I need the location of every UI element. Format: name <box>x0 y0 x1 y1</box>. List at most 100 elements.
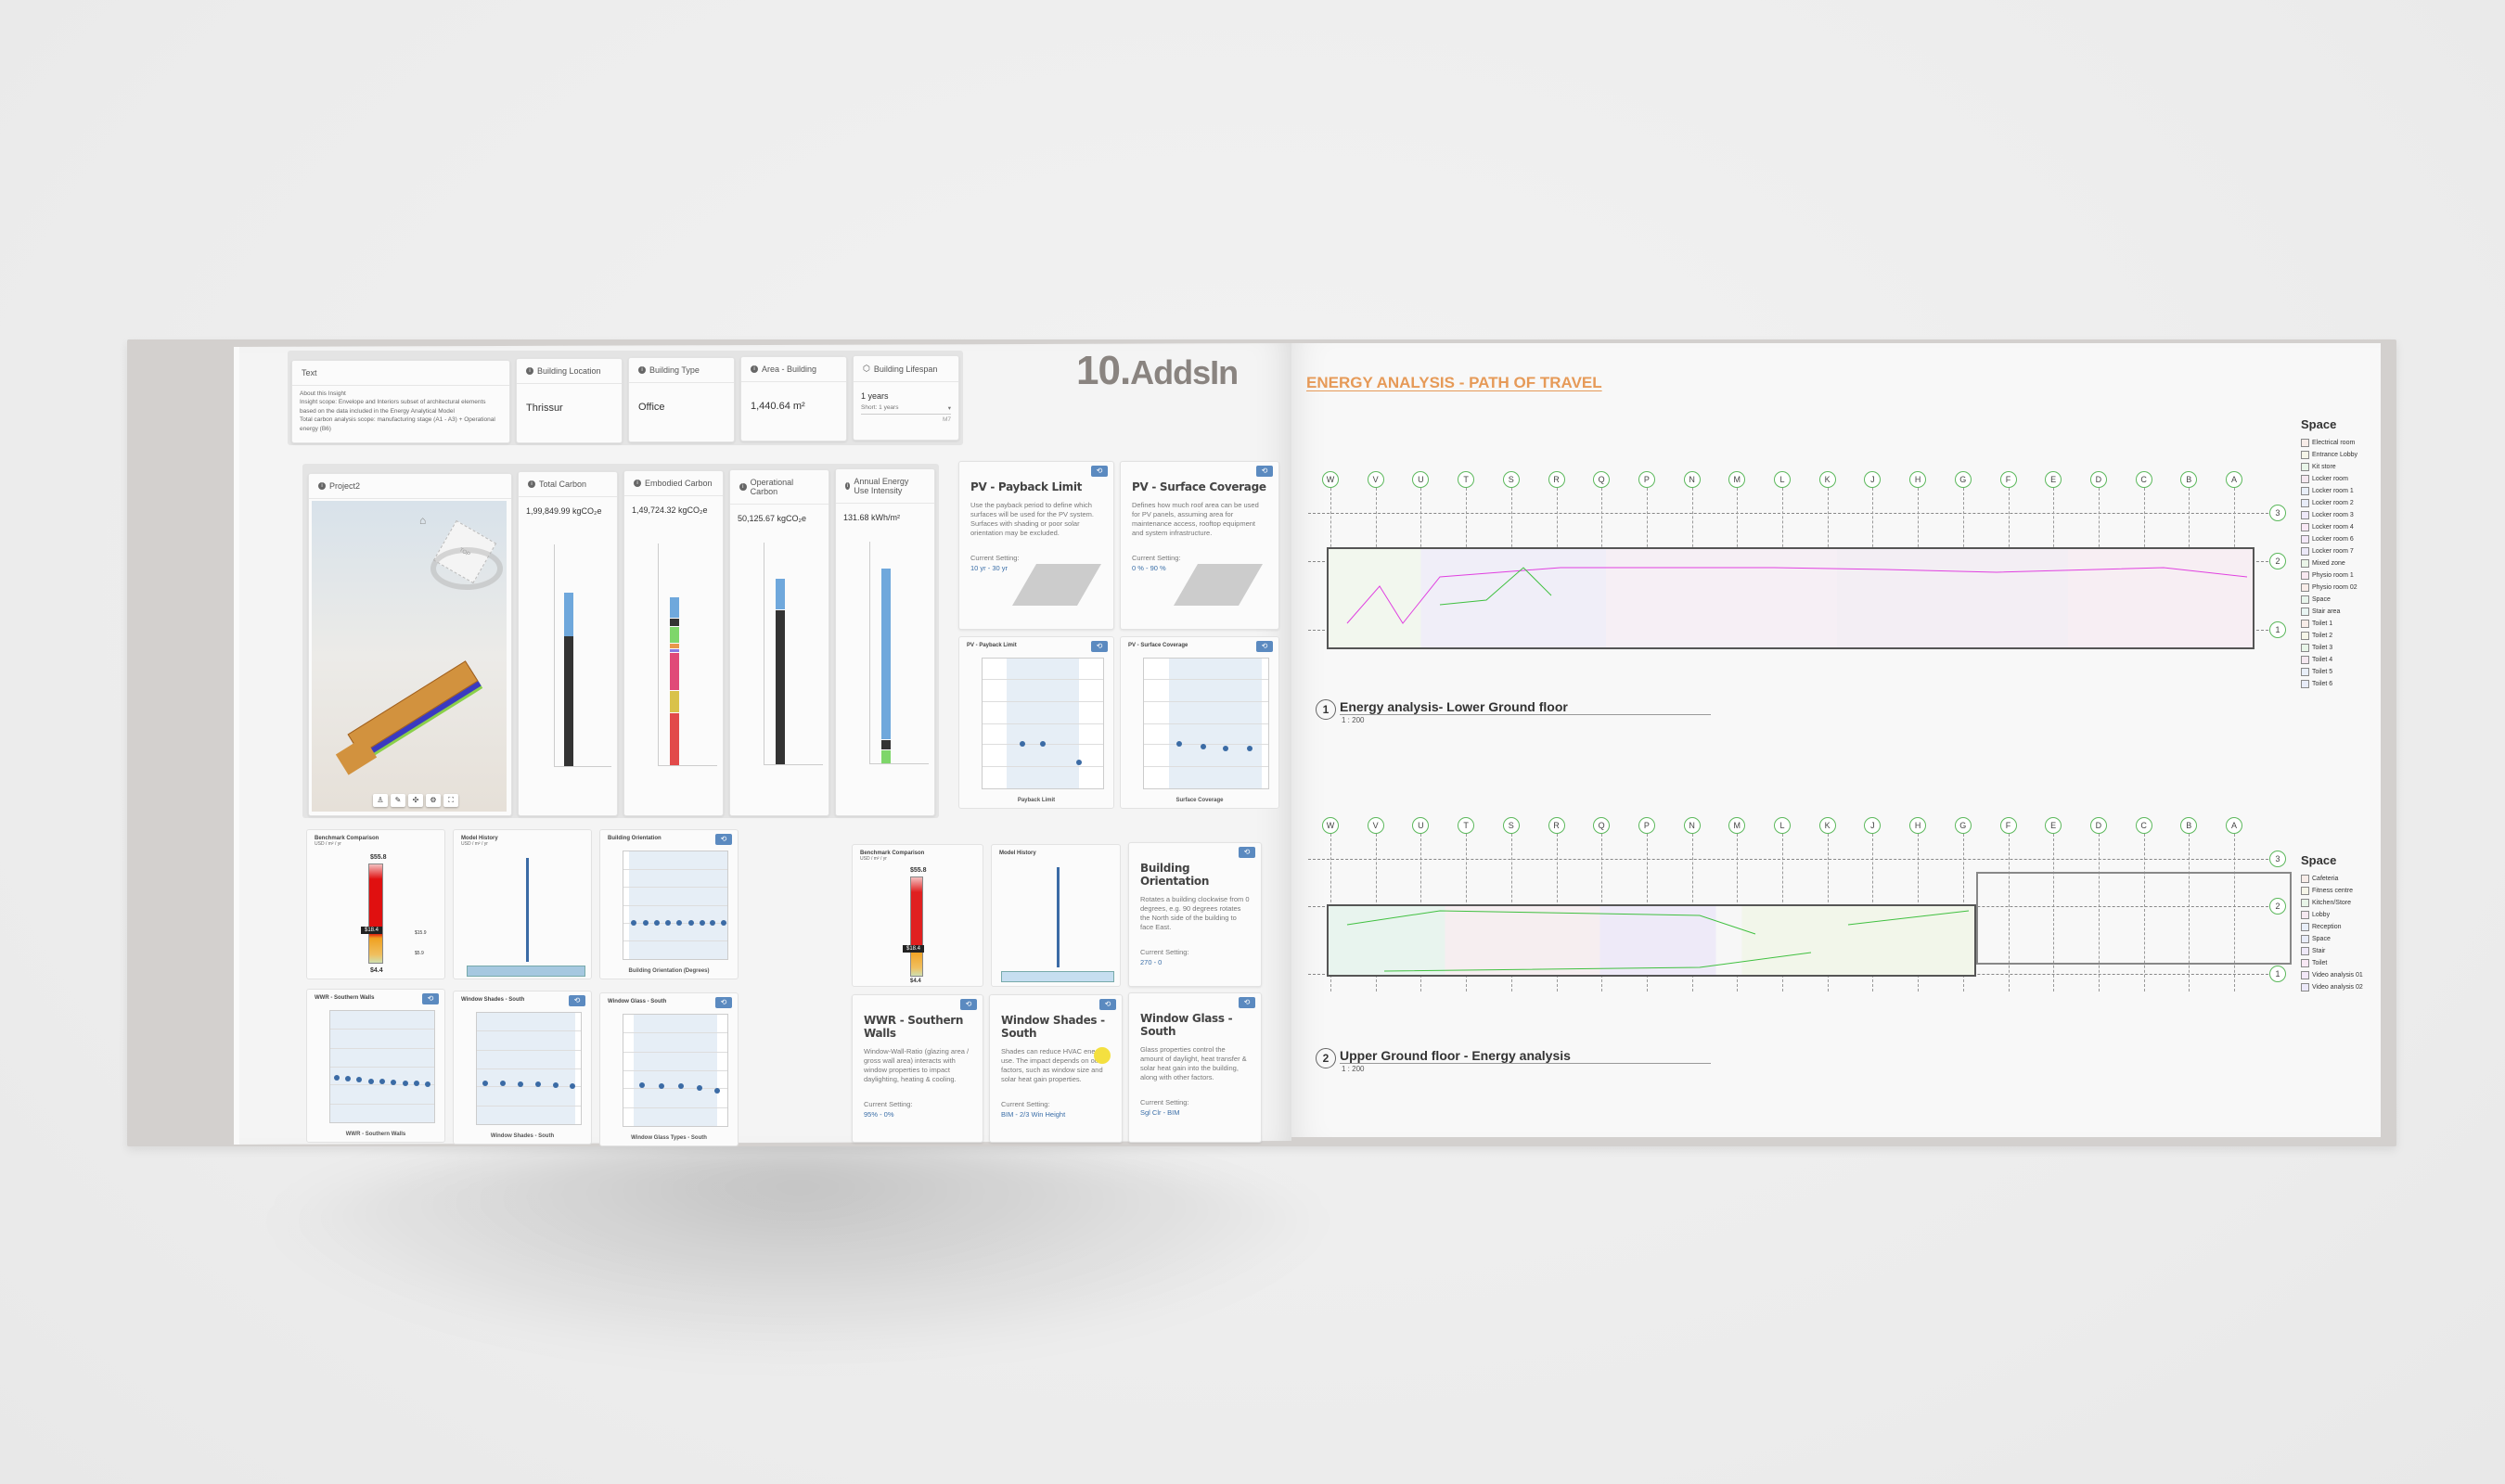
legend-swatch <box>2301 668 2309 676</box>
3d-viewer[interactable]: ⌂ TOP ♙ ✎ ✣ ⚙ ⛶ <box>312 501 507 812</box>
legend-item: Lobby <box>2301 909 2363 921</box>
legend-swatch <box>2301 487 2309 495</box>
rotate-card-icon[interactable]: ⟲ <box>1239 847 1255 858</box>
column-bubble: J <box>1864 817 1882 834</box>
legend-label: Toilet 1 <box>2312 620 2333 627</box>
column-bubble: E <box>2045 817 2062 834</box>
column-bubble: G <box>1954 817 1972 834</box>
history-range-slider[interactable] <box>1001 971 1114 982</box>
bar-segment[interactable] <box>564 593 573 636</box>
grid-line <box>2234 834 2235 991</box>
history-range-slider[interactable] <box>467 966 585 977</box>
lifespan-select[interactable]: Short: 1 years ▾ <box>861 403 951 415</box>
legend-label: Video analysis 02 <box>2312 984 2363 991</box>
chevron-down-icon: ▾ <box>947 405 951 412</box>
legend-label: Fitness centre <box>2312 888 2353 894</box>
legend-item: Stair area <box>2301 606 2357 618</box>
column-bubble: A <box>2226 817 2242 834</box>
total-carbon-chart <box>554 544 611 767</box>
wwr-lever-card[interactable]: ⟲ WWR - Southern Walls Window-Wall-Ratio… <box>852 994 983 1143</box>
grid-line <box>2143 834 2145 991</box>
measure-icon[interactable]: ✎ <box>391 794 405 807</box>
legend-label: Toilet 2 <box>2312 633 2333 639</box>
benchmark-card-2: Benchmark Comparison USD / m² / yr $55.8… <box>852 844 983 987</box>
plan1-caption: 1 Energy analysis- Lower Ground floor 1 … <box>1316 699 1711 724</box>
info-icon: i <box>845 482 851 490</box>
legend-item: Stair <box>2301 945 2363 957</box>
rotate-card-icon[interactable]: ⟲ <box>1091 466 1108 477</box>
legend-item: Toilet 6 <box>2301 678 2357 690</box>
legend-swatch <box>2301 451 2309 459</box>
rotate-card-icon[interactable]: ⟲ <box>1256 466 1273 477</box>
legend-item: Physio room 1 <box>2301 569 2357 582</box>
column-bubble: T <box>1458 471 1475 488</box>
explode-icon[interactable]: ✣ <box>408 794 423 807</box>
rotate-card-icon[interactable]: ⟲ <box>422 993 439 1004</box>
rotate-card-icon[interactable]: ⟲ <box>715 834 732 845</box>
pv-payback-lever-card[interactable]: ⟲ PV - Payback Limit Use the payback per… <box>958 461 1114 630</box>
rotate-card-icon[interactable]: ⟲ <box>1256 641 1273 652</box>
rotate-card-icon[interactable]: ⟲ <box>569 995 585 1006</box>
rotate-card-icon[interactable]: ⟲ <box>1091 641 1108 652</box>
text-card: Text About this Insight Insight scope: E… <box>291 360 510 443</box>
window-glass-lever-card[interactable]: ⟲ Window Glass - South Glass properties … <box>1128 992 1262 1143</box>
column-bubble: U <box>1412 471 1430 488</box>
lifespan-code: M7 <box>942 416 951 423</box>
grid-line <box>2189 834 2190 991</box>
legend-item: Cafeteria <box>2301 873 2363 885</box>
pv-payback-chart: ⟲ PV - Payback Limit Payback Limit <box>958 636 1114 809</box>
eui-value: 131.68 kWh/m² <box>843 513 901 522</box>
rotate-card-icon[interactable]: ⟲ <box>1239 997 1255 1008</box>
building-location-card: i Building Location Thrissur <box>516 358 623 443</box>
legend-swatch <box>2301 559 2309 568</box>
walk-icon[interactable]: ♙ <box>373 794 388 807</box>
operational-carbon-value: 50,125.67 kgCO₂e <box>738 514 807 523</box>
pv-coverage-lever-card[interactable]: ⟲ PV - Surface Coverage Defines how much… <box>1120 461 1279 630</box>
building-orientation-lever-card[interactable]: ⟲ Building Orientation Rotates a buildin… <box>1128 842 1262 987</box>
legend-swatch <box>2301 511 2309 519</box>
settings-icon[interactable]: ⚙ <box>426 794 441 807</box>
legend-swatch <box>2301 571 2309 580</box>
energy-use-intensity-card: i Annual Energy Use Intensity 131.68 kWh/… <box>835 468 935 816</box>
eui-chart <box>869 542 929 764</box>
building-type-card: i Building Type Office <box>628 357 735 442</box>
section-title: 10.AddsIn <box>1076 348 1239 393</box>
embodied-carbon-card: i Embodied Carbon 1,49,724.32 kgCO₂e <box>623 470 724 816</box>
column-bubble: C <box>2135 817 2152 834</box>
legend-swatch <box>2301 971 2309 979</box>
lower-ground-floor-plan[interactable] <box>1327 547 2254 649</box>
rotate-card-icon[interactable]: ⟲ <box>715 997 732 1008</box>
benchmark-gauge <box>368 864 383 964</box>
legend-item: Locker room <box>2301 473 2357 485</box>
building-model[interactable] <box>347 660 479 755</box>
bar-segment[interactable] <box>564 636 573 766</box>
legend-label: Entrance Lobby <box>2312 452 2358 458</box>
legend-item: Video analysis 02 <box>2301 981 2363 993</box>
info-icon: i <box>751 365 758 373</box>
window-shades-lever-card[interactable]: ⟲ Window Shades - South Shades can reduc… <box>989 994 1123 1143</box>
fullscreen-icon[interactable]: ⛶ <box>443 794 458 807</box>
info-icon: i <box>739 483 747 491</box>
legend-label: Toilet <box>2312 960 2328 966</box>
column-bubble: Q <box>1593 817 1611 834</box>
legend-label: Lobby <box>2312 912 2331 918</box>
legend-item: Physio room 02 <box>2301 582 2357 594</box>
total-carbon-value: 1,99,849.99 kgCO₂e <box>526 506 602 516</box>
column-bubble: R <box>1548 471 1565 488</box>
legend-label: Video analysis 01 <box>2312 972 2363 979</box>
rotate-card-icon[interactable]: ⟲ <box>1099 999 1116 1010</box>
legend-item: Locker room 4 <box>2301 521 2357 533</box>
text-card-body[interactable]: About this Insight Insight scope: Envelo… <box>300 390 495 432</box>
home-icon[interactable]: ⌂ <box>419 514 427 527</box>
upper-ground-floor-plan[interactable] <box>1327 904 1976 977</box>
total-carbon-card: i Total Carbon 1,99,849.99 kgCO₂e <box>518 471 618 816</box>
legend-item: Space <box>2301 933 2363 945</box>
legend-swatch <box>2301 463 2309 471</box>
rotate-card-icon[interactable]: ⟲ <box>960 999 977 1010</box>
column-bubble: Q <box>1593 471 1611 488</box>
compass-ring[interactable] <box>430 547 503 590</box>
info-icon: i <box>528 480 535 488</box>
legend-label: Locker room <box>2312 476 2348 482</box>
right-page <box>1291 343 2381 1137</box>
column-bubble: J <box>1864 471 1882 488</box>
